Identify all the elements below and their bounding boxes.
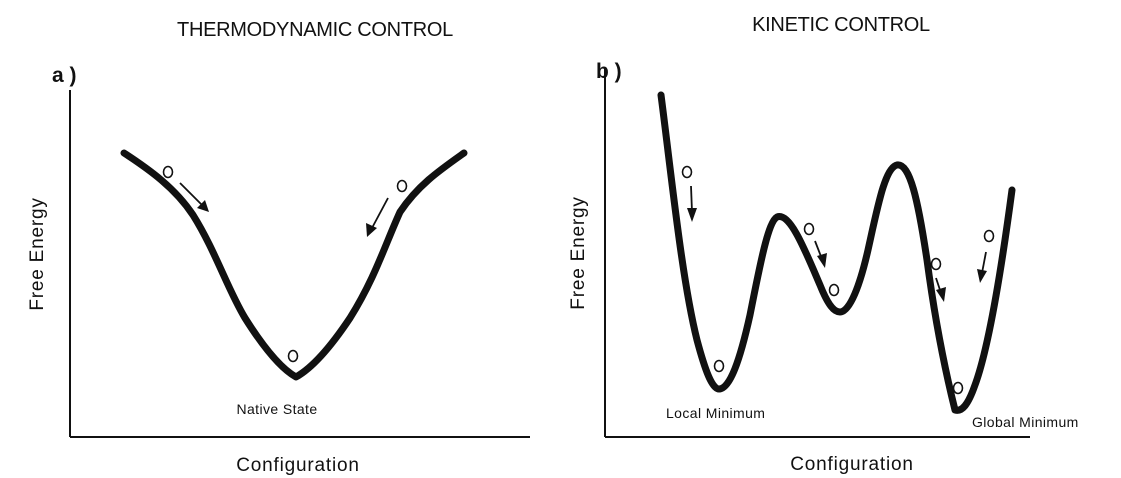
panel-a-ball-right: [396, 179, 408, 193]
panel-b-ball-1: [681, 165, 693, 179]
panel-a: THERMODYNAMIC CONTROL a ) Free Energy Co…: [27, 19, 530, 476]
panel-b-x-axis-label: Configuration: [790, 454, 913, 475]
panel-b-ball-local-min: [713, 359, 725, 373]
panel-b-ball-mid-well: [828, 283, 840, 297]
native-state-label: Native State: [236, 401, 317, 417]
panel-b-arrow-3: [935, 277, 946, 302]
panel-b: KINETIC CONTROL b ) Free Energy Configur…: [568, 14, 1079, 475]
panel-a-arrow-right: [366, 197, 389, 237]
panel-b-arrow-1: [687, 185, 697, 222]
panel-a-energy-curve: [120, 149, 468, 381]
local-minimum-label: Local Minimum: [666, 405, 765, 421]
panel-b-arrow-2: [814, 240, 827, 268]
panel-a-arrow-left: [179, 182, 209, 212]
panel-b-arrow-4: [977, 251, 987, 283]
global-minimum-label: Global Minimum: [972, 414, 1079, 430]
panel-b-ball-4: [983, 229, 995, 243]
panel-a-y-axis-label: Free Energy: [27, 197, 48, 310]
panel-b-ball-global-min: [952, 381, 964, 395]
panel-a-ball-left: [162, 165, 174, 179]
panel-b-energy-curve: [657, 91, 1016, 414]
panel-b-title: KINETIC CONTROL: [752, 14, 930, 36]
panel-b-y-axis-label: Free Energy: [568, 196, 589, 309]
panel-b-ball-2: [803, 222, 815, 236]
panel-b-label: b ): [596, 60, 622, 83]
panel-a-label: a ): [52, 64, 77, 87]
panel-a-x-axis-label: Configuration: [236, 455, 359, 476]
panel-b-ball-3: [930, 257, 942, 271]
panel-a-title: THERMODYNAMIC CONTROL: [177, 19, 453, 41]
panel-a-ball-bottom: [287, 349, 299, 363]
